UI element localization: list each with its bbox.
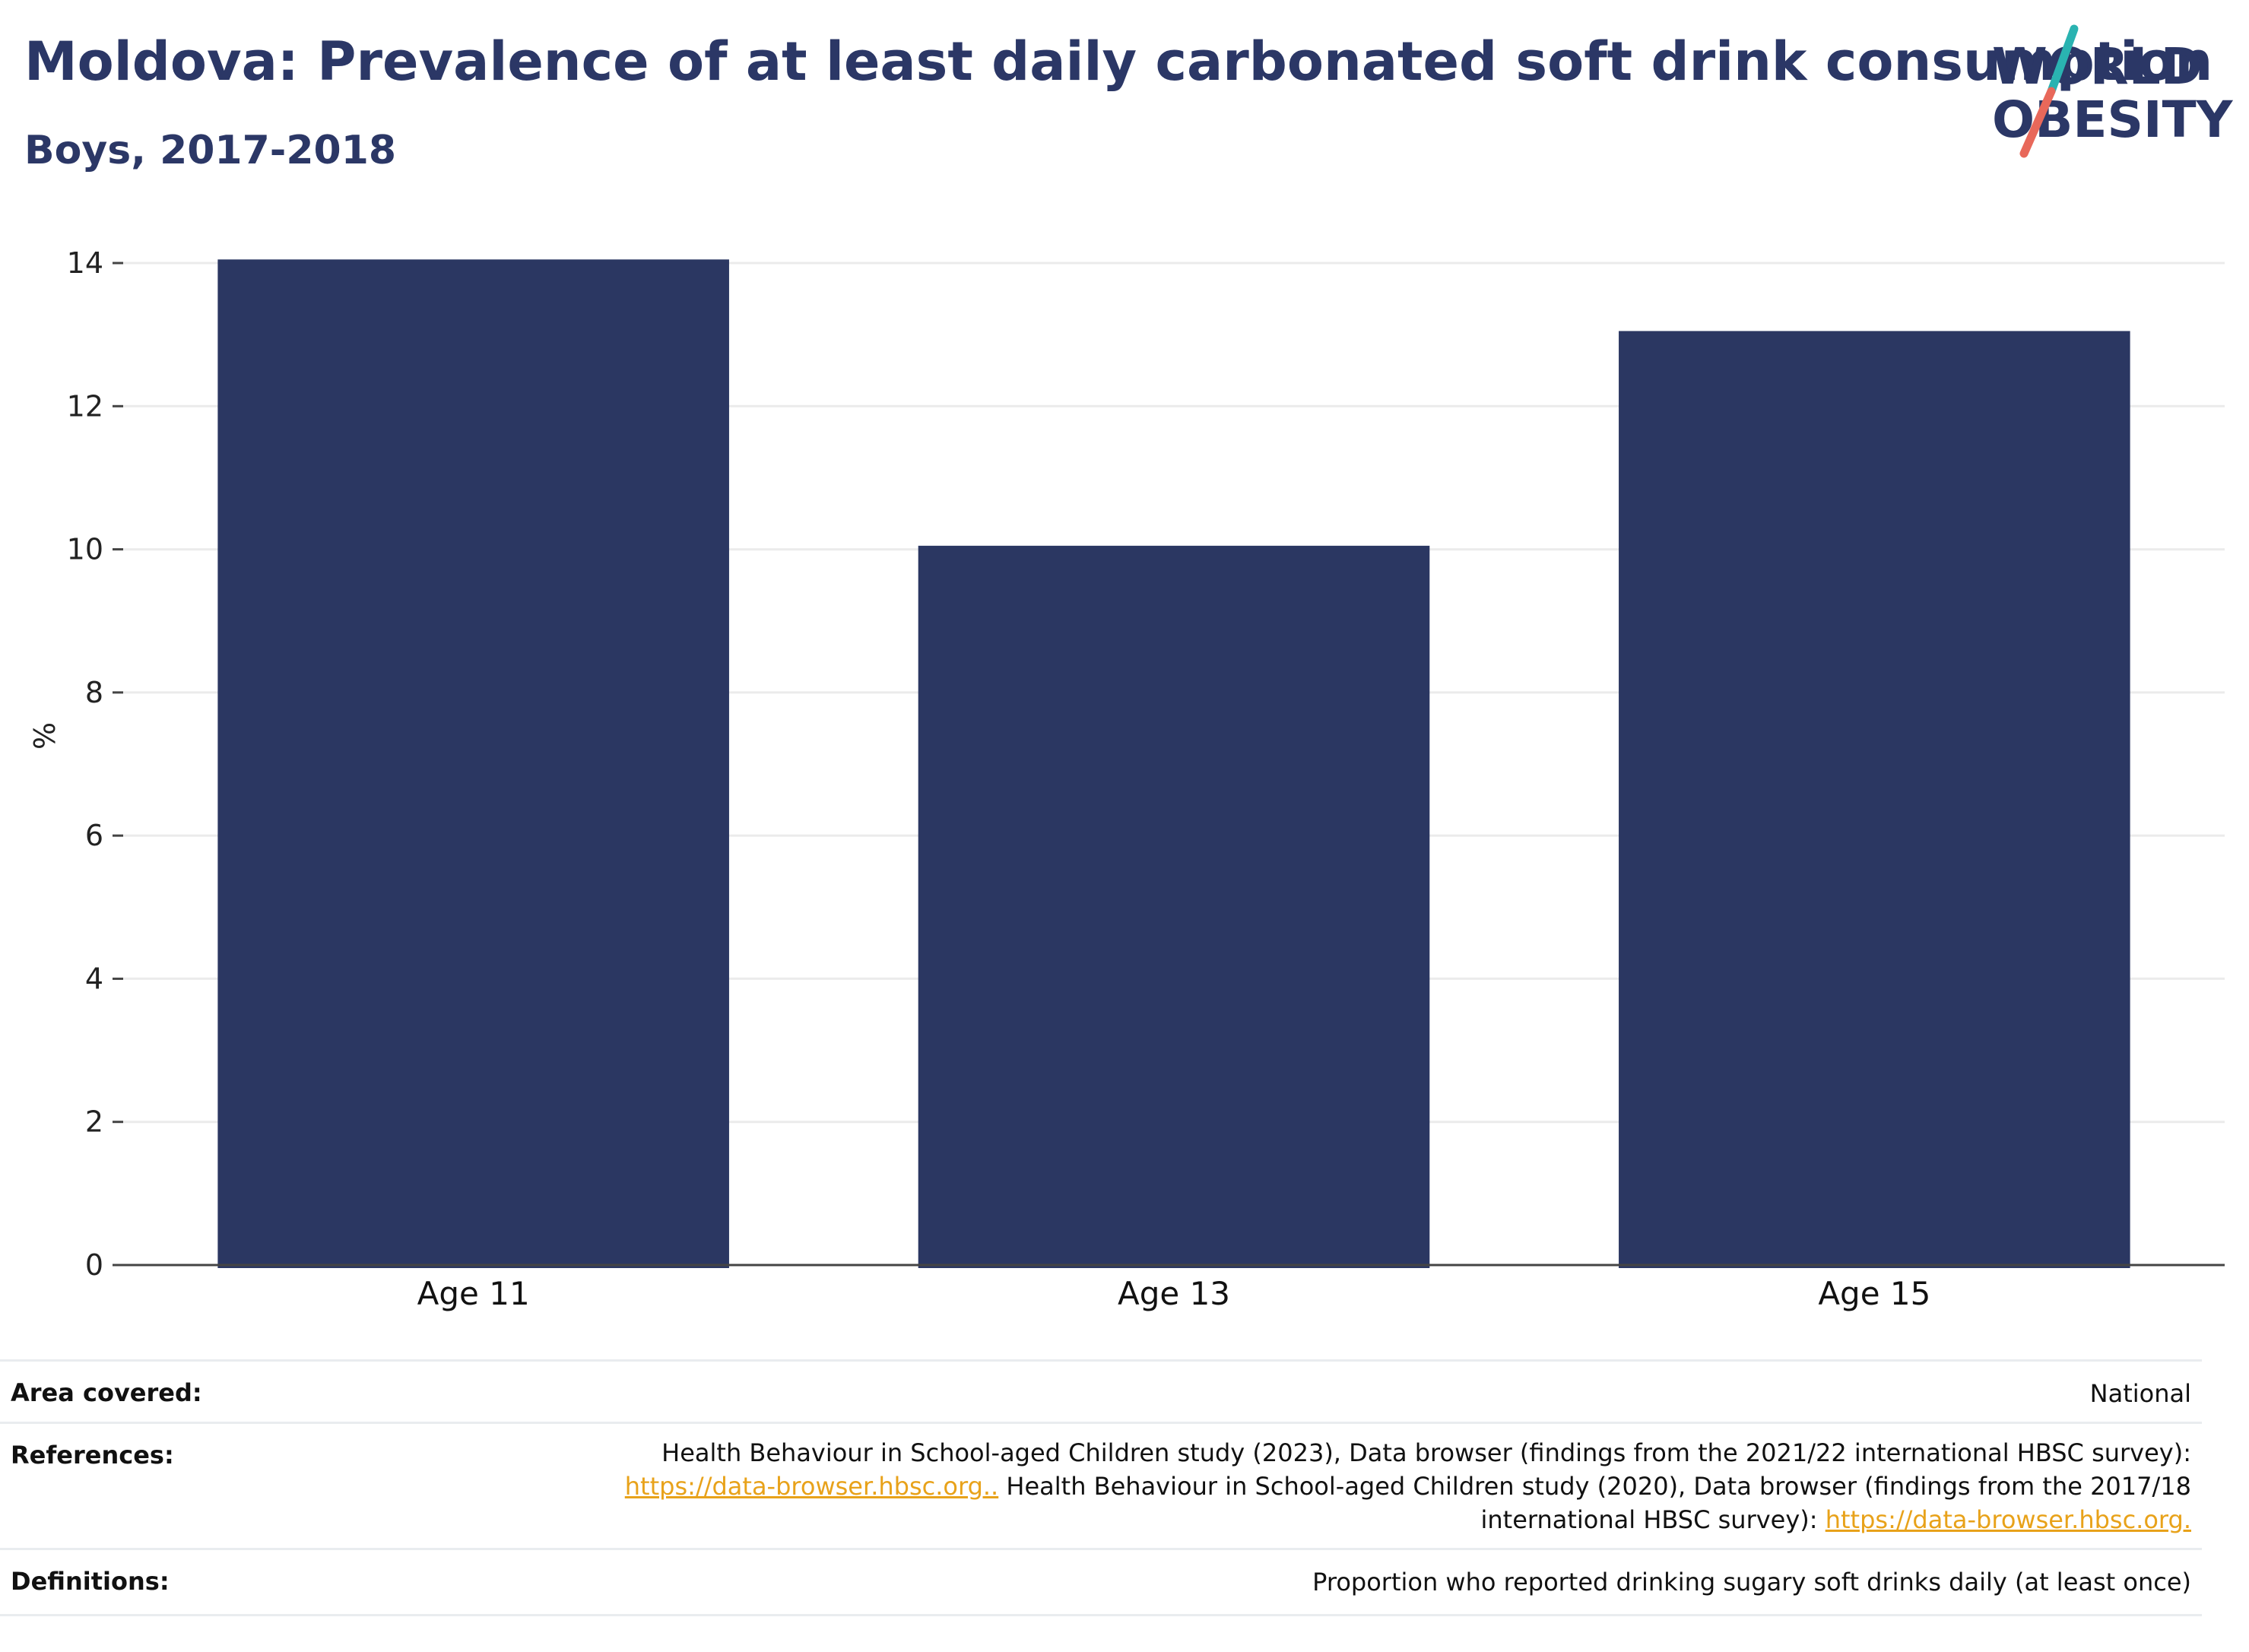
- y-tick-label: 8: [85, 676, 103, 709]
- axes: 0 2 4 6 8 10 12 14 Age 11 Age 13 Age 15: [67, 246, 2225, 1312]
- chart-subtitle: Boys, 2017-2018: [24, 128, 397, 173]
- reference-link-1[interactable]: https://data-browser.hbsc.org..: [624, 1472, 999, 1501]
- y-tick-label: 4: [85, 962, 103, 995]
- y-tick-label: 0: [85, 1248, 103, 1282]
- y-tick-label: 12: [67, 389, 103, 423]
- x-tick-label: Age 13: [1118, 1275, 1230, 1312]
- area-covered-value: National: [2089, 1379, 2191, 1408]
- logo-slash-bottom: [2019, 87, 2056, 158]
- references-label: References:: [11, 1441, 174, 1470]
- area-covered-label: Area covered:: [11, 1378, 202, 1407]
- y-axis-label: %: [28, 722, 62, 750]
- x-tick-label: Age 11: [417, 1275, 530, 1312]
- reference-text-3: international HBSC survey):: [1480, 1505, 1826, 1534]
- definitions-label: Definitions:: [11, 1567, 170, 1596]
- logo-slash-top: [2047, 24, 2079, 96]
- bar-age-15[interactable]: [1619, 331, 2130, 1269]
- chart-title: Moldova: Prevalence of at least daily ca…: [24, 30, 2213, 93]
- info-row-definitions: Definitions: Proportion who reported dri…: [0, 1548, 2202, 1616]
- bars: [217, 259, 2130, 1269]
- bar-chart: 0 2 4 6 8 10 12 14 Age 11 Age 13 Age 15 %: [28, 246, 2225, 1312]
- reference-text-2: Health Behaviour in School-aged Children…: [998, 1472, 2191, 1501]
- info-row-area: Area covered: National: [0, 1359, 2202, 1424]
- y-tick-label: 6: [85, 819, 103, 852]
- y-tick-label: 10: [67, 533, 103, 566]
- y-tick-label: 14: [67, 246, 103, 280]
- info-row-references: References: Health Behaviour in School-a…: [0, 1422, 2202, 1550]
- reference-link-2[interactable]: https://data-browser.hbsc.org.: [1825, 1505, 2191, 1534]
- bar-age-11[interactable]: [217, 259, 729, 1268]
- logo-line1: WORLD: [1992, 37, 2203, 96]
- world-obesity-logo: WORLD OBESITY: [1992, 24, 2234, 158]
- reference-text-1: Health Behaviour in School-aged Children…: [661, 1438, 2191, 1467]
- x-tick-label: Age 15: [1818, 1275, 1930, 1312]
- definitions-value: Proportion who reported drinking sugary …: [1312, 1568, 2191, 1597]
- y-tick-label: 2: [85, 1105, 103, 1139]
- references-value: Health Behaviour in School-aged Children…: [625, 1436, 2191, 1536]
- bar-age-13[interactable]: [918, 545, 1430, 1268]
